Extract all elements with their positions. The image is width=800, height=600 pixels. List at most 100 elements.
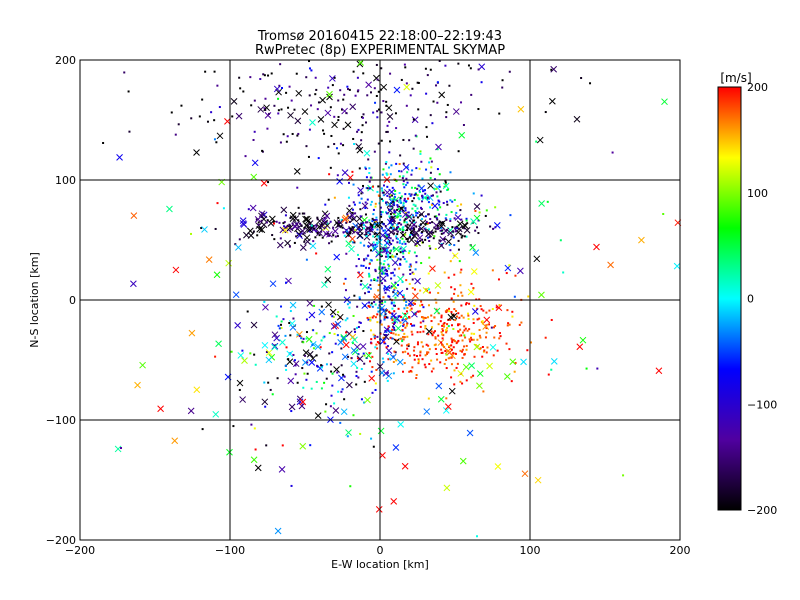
data-point-x (263, 104, 270, 112)
data-point-dot (262, 73, 265, 76)
data-point-dot (396, 233, 399, 236)
data-point-dot (484, 214, 487, 217)
data-point-dot (384, 316, 387, 319)
data-point-dot (319, 225, 322, 228)
data-point-x (269, 215, 276, 223)
data-point-dot (386, 345, 389, 348)
data-point-dot (380, 210, 383, 213)
data-point-dot (376, 321, 379, 324)
data-point-dot (382, 361, 385, 364)
data-point-dot (322, 336, 325, 339)
data-point-dot (369, 304, 372, 307)
data-point-dot (302, 386, 305, 389)
data-point-dot (334, 235, 337, 238)
data-point-dot (389, 193, 392, 196)
data-point-x (338, 374, 345, 382)
data-point-dot (250, 104, 253, 107)
data-point-dot (427, 351, 430, 354)
data-point-x (341, 353, 349, 361)
data-point-dot (506, 324, 509, 327)
data-point-dot (371, 217, 374, 220)
data-point-x (294, 117, 302, 125)
data-point-x (468, 362, 476, 369)
data-point-dot (506, 309, 509, 312)
data-point-dot (472, 287, 475, 290)
data-point-dot (387, 253, 390, 256)
data-point-dot (508, 348, 511, 351)
data-point-dot (300, 224, 303, 227)
data-point-dot (463, 329, 466, 332)
data-point-dot (247, 208, 250, 211)
data-point-dot (266, 219, 269, 222)
data-point-dot (387, 295, 390, 298)
data-point-dot (363, 380, 366, 383)
data-point-x (461, 221, 468, 229)
data-point-dot (340, 347, 343, 350)
data-point-dot (380, 139, 383, 142)
data-point-dot (360, 131, 363, 134)
data-point-dot (407, 352, 410, 355)
data-point-dot (441, 229, 444, 232)
data-point-dot (123, 71, 126, 74)
data-point-dot (550, 318, 553, 321)
data-point-x (495, 304, 503, 312)
data-point-dot (366, 94, 369, 97)
data-point-dot (416, 207, 419, 210)
data-point-dot (398, 242, 401, 245)
data-point-dot (280, 326, 283, 329)
data-point-x (391, 259, 399, 267)
data-point-dot (376, 258, 379, 261)
data-point-dot (369, 203, 372, 206)
data-point-dot (305, 258, 308, 261)
data-point-dot (434, 247, 437, 250)
data-point-dot (242, 90, 245, 93)
data-point-dot (446, 350, 449, 353)
data-point-dot (499, 335, 502, 338)
data-point-dot (331, 351, 334, 354)
data-point-x (442, 407, 450, 414)
data-point-dot (445, 353, 448, 356)
data-point-x (336, 313, 344, 321)
data-point-dot (405, 238, 408, 241)
data-point-dot (390, 243, 393, 246)
data-point-x (425, 230, 433, 238)
data-point-dot (190, 117, 193, 120)
data-point-dot (324, 203, 327, 206)
data-point-dot (273, 104, 276, 107)
data-point-x (478, 63, 486, 71)
data-point-dot (391, 271, 394, 274)
data-point-dot (341, 388, 344, 391)
data-point-x (469, 244, 476, 251)
data-point-dot (430, 314, 433, 317)
data-point-dot (280, 108, 283, 111)
data-point-x (389, 215, 397, 222)
data-point-dot (400, 195, 403, 198)
data-point-dot (411, 200, 414, 203)
data-point-dot (363, 354, 366, 357)
data-point-dot (412, 226, 415, 229)
data-point-dot (331, 84, 334, 87)
data-point-dot (345, 252, 348, 255)
data-point-dot (383, 287, 386, 290)
data-point-dot (272, 220, 275, 223)
data-point-dot (357, 353, 360, 356)
data-point-dot (476, 338, 479, 341)
data-point-dot (526, 349, 529, 352)
data-point-dot (478, 211, 481, 214)
data-point-dot (438, 213, 441, 216)
data-point-dot (367, 245, 370, 248)
data-point-dot (443, 362, 446, 365)
data-point-dot (285, 91, 288, 94)
data-point-dot (393, 209, 396, 212)
data-point-x (213, 271, 221, 279)
data-point-dot (444, 310, 447, 313)
data-point-x (443, 484, 451, 492)
data-point-dot (385, 160, 388, 163)
data-point-dot (395, 253, 398, 256)
data-point-dot (376, 335, 379, 338)
data-point-dot (377, 306, 380, 309)
data-point-x (356, 60, 364, 68)
data-point-x (348, 245, 355, 253)
data-point-dot (297, 226, 300, 229)
data-point-dot (340, 390, 343, 393)
